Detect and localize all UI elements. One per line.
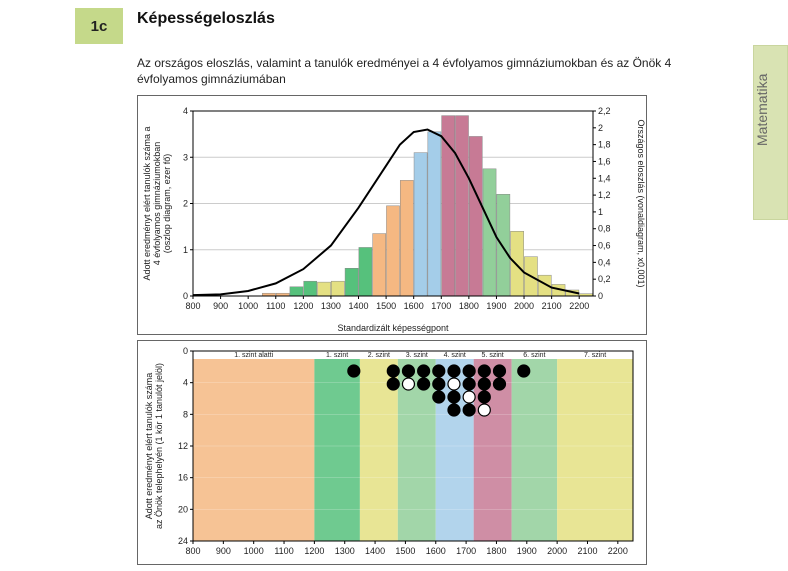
svg-text:0,4: 0,4 [598, 257, 611, 267]
svg-text:0,6: 0,6 [598, 241, 611, 251]
svg-text:2200: 2200 [608, 546, 628, 556]
svg-text:1900: 1900 [517, 546, 537, 556]
svg-text:5. szint: 5. szint [482, 352, 504, 359]
svg-text:2: 2 [183, 199, 188, 209]
svg-text:1. szint alatti: 1. szint alatti [234, 352, 273, 359]
svg-text:4. szint: 4. szint [444, 352, 466, 359]
svg-text:16: 16 [178, 473, 188, 483]
svg-text:(oszlop diagram, ezer fő): (oszlop diagram, ezer fő) [162, 154, 172, 254]
svg-text:1400: 1400 [365, 546, 385, 556]
page-subtitle: Az országos eloszlás, valamint a tanulók… [137, 55, 717, 87]
svg-text:Adott eredményt elért tanulók: Adott eredményt elért tanulók száma a [142, 126, 152, 280]
svg-text:1600: 1600 [404, 301, 424, 311]
svg-text:2,2: 2,2 [598, 106, 611, 116]
chart1-svg: 0 1 2 3 4 0 0,2 0,4 0,6 0,8 1 1,2 1,4 1,6 1,8 2 2,2 800 90… [138, 96, 648, 336]
svg-text:1700: 1700 [431, 301, 451, 311]
svg-text:1900: 1900 [486, 301, 506, 311]
svg-text:1,8: 1,8 [598, 140, 611, 150]
svg-text:800: 800 [185, 301, 200, 311]
svg-text:0: 0 [183, 346, 188, 356]
svg-text:24: 24 [178, 536, 188, 546]
page-title: Képességeloszlás [137, 10, 275, 28]
subject-tab[interactable]: Matematika [753, 45, 788, 220]
svg-text:800: 800 [185, 546, 200, 556]
svg-text:1. szint: 1. szint [326, 352, 348, 359]
svg-text:Standardizált képességpont: Standardizált képességpont [337, 323, 449, 333]
svg-text:12: 12 [178, 441, 188, 451]
svg-text:0: 0 [183, 291, 188, 301]
svg-text:1: 1 [598, 207, 603, 217]
svg-text:3. szint: 3. szint [406, 352, 428, 359]
svg-text:7. szint: 7. szint [584, 352, 606, 359]
svg-text:az Önök telephelyén (1 kör 1 t: az Önök telephelyén (1 kör 1 tanulót jel… [154, 363, 164, 529]
svg-text:1400: 1400 [349, 301, 369, 311]
svg-text:8: 8 [183, 409, 188, 419]
svg-text:Adott eredményt elért tanulók: Adott eredményt elért tanulók száma [144, 373, 154, 520]
svg-text:1300: 1300 [335, 546, 355, 556]
svg-text:2000: 2000 [547, 546, 567, 556]
svg-text:2: 2 [598, 123, 603, 133]
svg-text:2200: 2200 [569, 301, 589, 311]
chart2-frame: 1. szint alatti 1. szint 2. szint 3. szint 4… [137, 340, 647, 565]
svg-text:1,6: 1,6 [598, 156, 611, 166]
svg-text:4: 4 [183, 106, 188, 116]
section-badge: 1c [75, 8, 123, 44]
svg-text:0,8: 0,8 [598, 224, 611, 234]
svg-text:1000: 1000 [244, 546, 264, 556]
svg-text:1800: 1800 [459, 301, 479, 311]
svg-text:2100: 2100 [577, 546, 597, 556]
svg-text:1500: 1500 [376, 301, 396, 311]
svg-text:1200: 1200 [304, 546, 324, 556]
svg-text:2. szint: 2. szint [368, 352, 390, 359]
svg-text:4: 4 [183, 378, 188, 388]
svg-text:1,4: 1,4 [598, 173, 611, 183]
svg-text:1000: 1000 [238, 301, 258, 311]
svg-text:1: 1 [183, 245, 188, 255]
svg-text:20: 20 [178, 504, 188, 514]
svg-text:0,2: 0,2 [598, 274, 611, 284]
svg-text:900: 900 [213, 301, 228, 311]
svg-text:1600: 1600 [426, 546, 446, 556]
svg-text:1200: 1200 [293, 301, 313, 311]
svg-text:Országos eloszlás (vonaldiagra: Országos eloszlás (vonaldiagram, x0,001) [636, 119, 646, 287]
svg-text:3: 3 [183, 152, 188, 162]
svg-text:1500: 1500 [395, 546, 415, 556]
svg-text:1,2: 1,2 [598, 190, 611, 200]
svg-text:6. szint: 6. szint [523, 352, 545, 359]
svg-text:900: 900 [216, 546, 231, 556]
svg-text:1100: 1100 [266, 301, 285, 311]
svg-text:2000: 2000 [514, 301, 534, 311]
svg-text:4 évfolyamos gimnáziumokban: 4 évfolyamos gimnáziumokban [152, 142, 162, 266]
svg-text:2100: 2100 [542, 301, 562, 311]
svg-text:1800: 1800 [486, 546, 506, 556]
svg-text:0: 0 [598, 291, 603, 301]
svg-text:1100: 1100 [274, 546, 293, 556]
chart1-frame: 0 1 2 3 4 0 0,2 0,4 0,6 0,8 1 1,2 1,4 1,6 1,8 2 2,2 800 90… [137, 95, 647, 335]
svg-text:1300: 1300 [321, 301, 341, 311]
svg-text:1700: 1700 [456, 546, 476, 556]
chart2-svg: 1. szint alatti 1. szint 2. szint 3. szint 4… [138, 341, 648, 566]
